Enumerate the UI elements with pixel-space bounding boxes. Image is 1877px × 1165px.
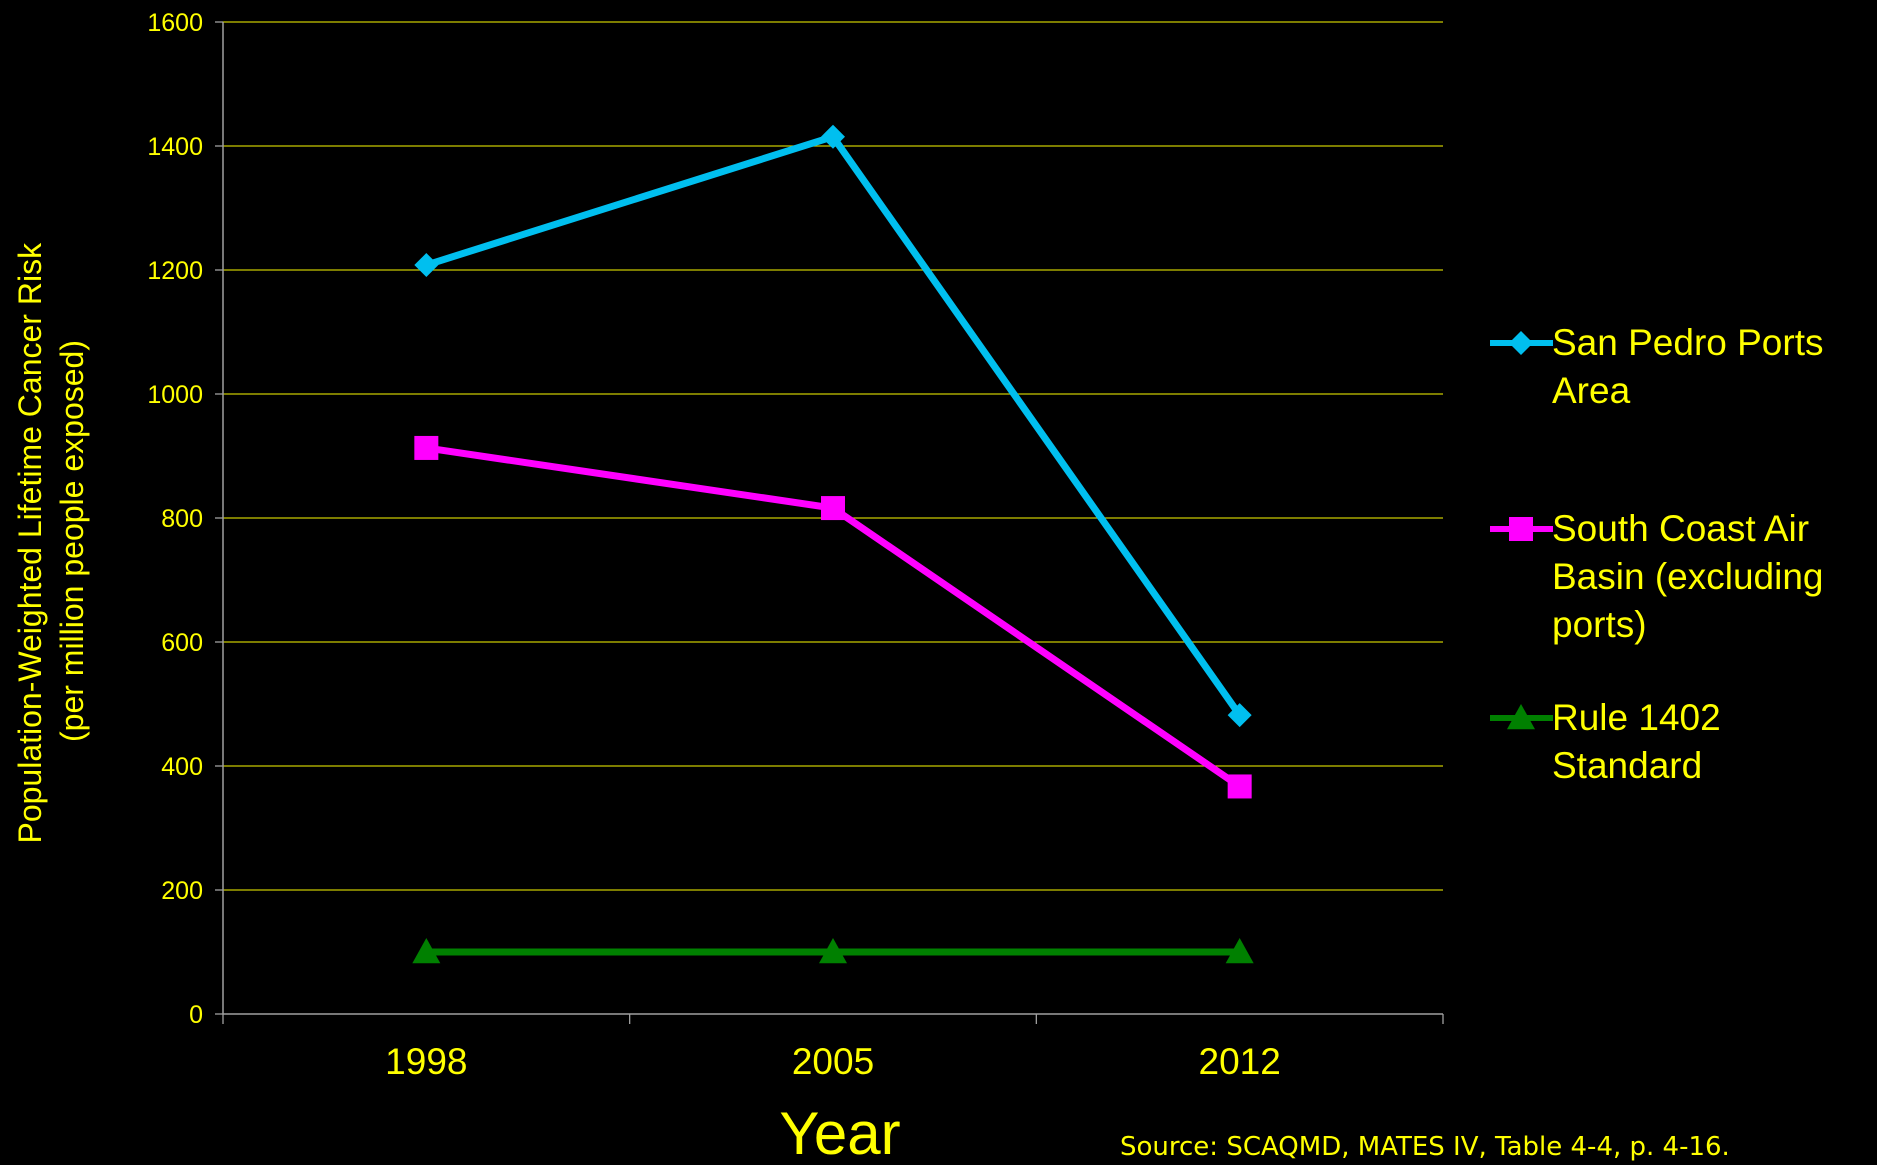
data-point [821, 496, 845, 521]
x-tick-label: 2005 [792, 1041, 874, 1082]
legend-entry-label: Area [1552, 370, 1631, 411]
y-tick-label: 400 [161, 753, 203, 781]
axes: 0 200 400 600 800 1000 1200 1400 1600 1998 2005 201… [147, 9, 1444, 1082]
legend-marker [1509, 331, 1533, 355]
gridlines [223, 21, 1443, 891]
data-point [1227, 774, 1252, 799]
legend: San Pedro Ports Area South Coast Air Basin … [1490, 322, 1823, 786]
y-tick-label: 1000 [147, 381, 203, 409]
y-tick-label: 1400 [147, 133, 203, 161]
legend-marker [1509, 517, 1533, 541]
source-annotation: Source: SCAQMD, MATES IV, Table 4-4, p. … [1120, 1132, 1730, 1162]
legend-entry-label: ports) [1552, 604, 1647, 645]
legend-marker [1507, 704, 1535, 730]
data-point [414, 435, 439, 460]
data-point [412, 938, 441, 964]
data-point [414, 253, 439, 278]
y-tick-label: 800 [161, 505, 203, 533]
data-point [1225, 938, 1254, 964]
y-tick-label: 1200 [147, 257, 203, 285]
legend-entry-label: Standard [1552, 745, 1702, 786]
data-point [1227, 703, 1252, 728]
legend-entry-label: San Pedro Ports [1552, 322, 1823, 363]
y-tick-label: 0 [189, 1001, 203, 1029]
y-tick-label: 600 [161, 629, 203, 657]
series [412, 124, 1254, 964]
y-axis-label: Population-Weighted Lifetime Cancer Risk… [12, 238, 90, 843]
data-point [821, 124, 845, 149]
x-tick-label: 2012 [1199, 1041, 1281, 1082]
y-tick-label: 200 [161, 877, 203, 905]
x-tick-label: 1998 [385, 1041, 467, 1082]
legend-entry-label: Basin (excluding [1552, 556, 1823, 597]
legend-entry-label: Rule 1402 [1552, 697, 1721, 738]
y-tick-label: 1600 [147, 9, 203, 37]
legend-entry-label: South Coast Air [1552, 508, 1809, 549]
x-axis-label: Year [779, 1100, 900, 1165]
series-line-0 [425, 133, 1243, 718]
data-point [819, 938, 847, 964]
